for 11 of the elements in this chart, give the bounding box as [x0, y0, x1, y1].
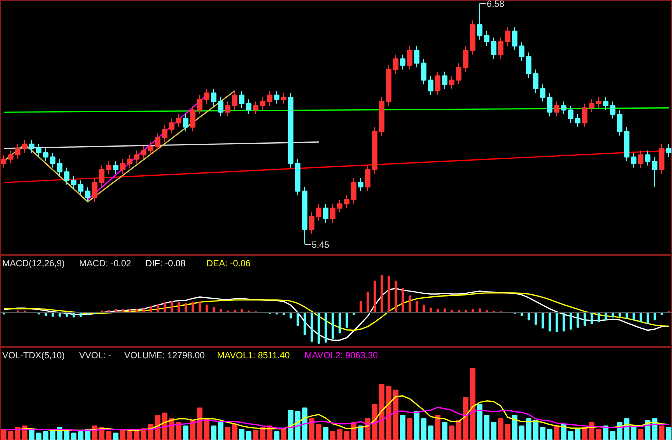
text: MAVOL2: 9063.30 — [304, 350, 378, 360]
text: MAVOL1: 8511.40 — [217, 350, 290, 360]
text: VVOL: - — [79, 350, 112, 360]
annotation: 6.58 — [487, 0, 505, 10]
text: DIF: -0.08 — [146, 258, 186, 268]
chart-title: VOL-TDX(5,10) — [2, 350, 66, 360]
chart-title: MACD(12,26,9) — [2, 258, 66, 268]
text: MACD: -0.02 — [79, 258, 132, 268]
text: DEA: -0.06 — [206, 258, 251, 268]
annotation: 5.45 — [312, 240, 330, 250]
text: VOLUME: 12798.00 — [124, 350, 206, 360]
